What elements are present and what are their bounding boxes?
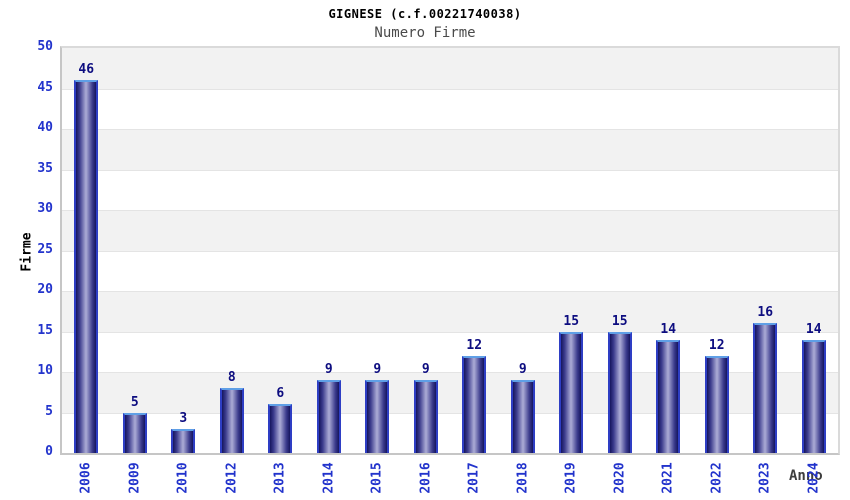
bar-2018 bbox=[510, 380, 535, 453]
chart-title: GIGNESE (c.f.00221740038) bbox=[328, 7, 522, 21]
bar-2014 bbox=[316, 380, 341, 453]
x-tick-label: 2021 bbox=[660, 462, 676, 494]
grid-line bbox=[62, 88, 838, 90]
grid-band bbox=[62, 129, 838, 170]
x-tick-label: 2019 bbox=[563, 462, 579, 494]
x-tick-label: 2009 bbox=[127, 462, 143, 494]
grid-line bbox=[62, 412, 838, 414]
y-tick-label: 50 bbox=[37, 39, 53, 54]
grid-band bbox=[62, 291, 838, 332]
y-tick-label: 5 bbox=[45, 403, 53, 419]
x-tick-label: 2014 bbox=[321, 462, 337, 494]
bar-2016 bbox=[413, 380, 438, 453]
grid-line bbox=[62, 210, 838, 211]
grid-band bbox=[62, 88, 838, 129]
bar-2006 bbox=[74, 80, 99, 453]
bar-2013 bbox=[268, 404, 293, 453]
bar-value-label: 15 bbox=[563, 313, 580, 329]
bar-2021 bbox=[656, 339, 681, 453]
bar-2009 bbox=[122, 412, 147, 453]
bar-value-label: 9 bbox=[421, 362, 430, 378]
bar-2023 bbox=[753, 323, 778, 453]
x-tick-label: 2018 bbox=[515, 462, 531, 494]
x-tick-label: 2017 bbox=[466, 462, 482, 494]
bar-value-label: 14 bbox=[805, 321, 822, 337]
plot-area: 46 5 3 8 6 9 9 9 12 9 15 15 14 12 16 14 bbox=[60, 46, 840, 455]
x-tick-label: 2010 bbox=[175, 462, 191, 494]
bar-value-label: 3 bbox=[179, 410, 188, 426]
y-tick-label: 15 bbox=[37, 322, 53, 338]
grid-line bbox=[62, 250, 838, 252]
bar-value-label: 5 bbox=[130, 394, 139, 410]
bar-value-label: 9 bbox=[373, 362, 382, 378]
y-tick-label: 30 bbox=[37, 201, 53, 216]
grid-line bbox=[62, 331, 838, 333]
grid-line bbox=[62, 129, 838, 130]
bar-2020 bbox=[607, 331, 632, 453]
bar-2017 bbox=[462, 355, 487, 453]
grid-line bbox=[62, 372, 838, 373]
x-axis-title: Anno bbox=[789, 468, 823, 484]
x-tick-label: 2015 bbox=[369, 462, 385, 494]
x-tick-label: 2016 bbox=[418, 462, 434, 494]
grid-band bbox=[62, 210, 838, 251]
bar-value-label: 8 bbox=[227, 370, 236, 386]
x-tick-label: 2013 bbox=[272, 462, 288, 494]
y-tick-label: 10 bbox=[37, 363, 53, 378]
bar-value-label: 16 bbox=[757, 305, 774, 321]
grid-line bbox=[62, 291, 838, 292]
bar-value-label: 15 bbox=[611, 313, 628, 329]
bar-value-label: 46 bbox=[78, 62, 95, 78]
x-tick-label: 2023 bbox=[757, 462, 773, 494]
y-tick-label: 25 bbox=[37, 241, 53, 257]
bar-value-label: 12 bbox=[466, 337, 483, 353]
grid-band bbox=[62, 169, 838, 210]
x-tick-label: 2012 bbox=[224, 462, 240, 494]
bar-2015 bbox=[365, 380, 390, 453]
bar-value-label: 14 bbox=[660, 321, 677, 337]
y-tick-label: 40 bbox=[37, 120, 53, 135]
bar-2024 bbox=[801, 339, 826, 453]
y-tick-label: 20 bbox=[37, 282, 53, 297]
y-tick-label: 35 bbox=[37, 160, 53, 176]
bar-2012 bbox=[219, 388, 244, 453]
bar-2022 bbox=[704, 355, 729, 453]
y-tick-label: 0 bbox=[45, 444, 53, 459]
x-tick-label: 2006 bbox=[78, 462, 94, 494]
bar-2010 bbox=[171, 428, 196, 453]
bar-value-label: 9 bbox=[518, 362, 527, 378]
grid-band bbox=[62, 250, 838, 291]
chart-subtitle: Numero Firme bbox=[374, 25, 476, 41]
x-tick-label: 2022 bbox=[709, 462, 725, 494]
bar-value-label: 12 bbox=[708, 337, 725, 353]
bar-2019 bbox=[559, 331, 584, 453]
bar-value-label: 9 bbox=[324, 362, 333, 378]
grid-line bbox=[62, 169, 838, 171]
x-tick-label: 2024 bbox=[806, 462, 822, 494]
grid-band bbox=[62, 48, 838, 89]
x-tick-label: 2020 bbox=[612, 462, 628, 494]
bar-value-label: 6 bbox=[276, 386, 285, 402]
y-tick-label: 45 bbox=[37, 79, 53, 95]
